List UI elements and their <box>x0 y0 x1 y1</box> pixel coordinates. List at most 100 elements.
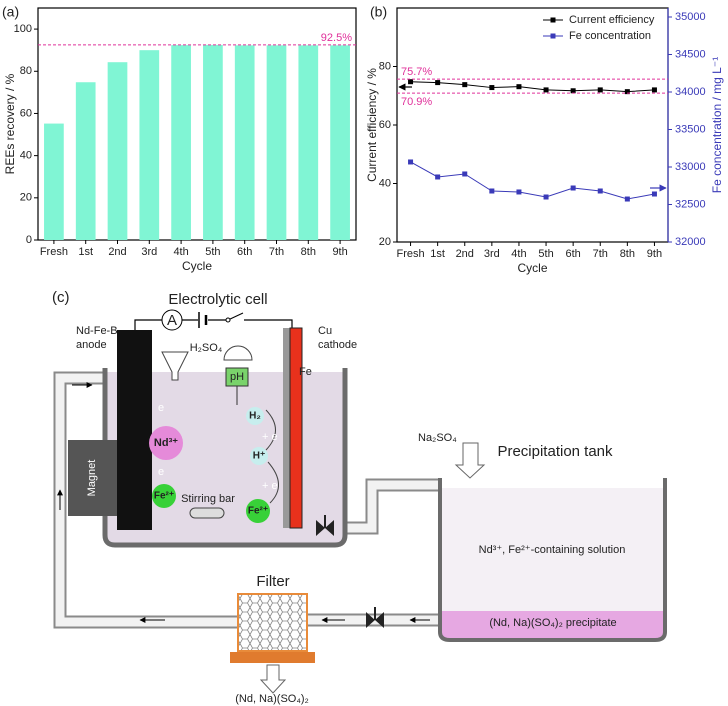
marker <box>435 174 441 180</box>
magnet <box>68 440 117 516</box>
x-tick-label: 9th <box>647 248 662 260</box>
y-tick-label: 100 <box>14 23 32 35</box>
y-tick-label: 0 <box>26 234 32 246</box>
ph-label: pH <box>230 371 244 383</box>
marker <box>462 82 468 88</box>
y-tick-label: 80 <box>379 60 391 72</box>
marker <box>489 85 495 91</box>
x-axis-label: Cycle <box>517 261 547 275</box>
y2-tick-label: 33500 <box>675 123 706 135</box>
marker <box>543 87 549 93</box>
x-tick-label: 2nd <box>108 246 126 258</box>
ammeter-label: A <box>167 312 177 329</box>
bar <box>298 45 319 241</box>
y-tick-label: 20 <box>379 236 391 248</box>
battery-gap <box>198 312 208 328</box>
y2-axis-label: Fe concentration / mg L⁻¹ <box>710 57 724 193</box>
marker <box>597 87 603 93</box>
y2-tick-label: 32500 <box>675 198 706 210</box>
ion-label: H₂ <box>249 411 261 422</box>
anode-label: Nd-Fe-B <box>76 325 118 337</box>
marker <box>543 194 549 200</box>
x-tick-label: 5th <box>205 246 220 258</box>
series-line <box>410 81 655 93</box>
ion <box>149 426 183 460</box>
fe-label: Fe <box>299 366 312 378</box>
x-tick-label: Fresh <box>40 246 68 258</box>
x-tick-label: 3rd <box>484 248 500 260</box>
series-line <box>410 161 655 200</box>
x-tick-label: 4th <box>173 246 188 258</box>
acid-label: H₂SO₄ <box>190 342 223 354</box>
cathode-holder <box>283 328 290 528</box>
cathode-label: cathode <box>318 339 357 351</box>
marker <box>597 188 603 194</box>
x-axis-label: Cycle <box>182 259 212 273</box>
x-tick-label: 7th <box>593 248 608 260</box>
filter-label: Filter <box>256 573 289 590</box>
ion-label: H⁺ <box>253 451 266 462</box>
x-tick-label: 6th <box>237 246 252 258</box>
marker <box>624 89 630 95</box>
reference-label: 92.5% <box>321 32 352 44</box>
y-axis-label: REEs recovery / % <box>3 73 17 174</box>
x-tick-label: 2nd <box>456 248 474 260</box>
y2-tick-label: 32000 <box>675 236 706 248</box>
cell-title: Electrolytic cell <box>168 291 267 308</box>
x-tick-label: 8th <box>620 248 635 260</box>
circuit-wire <box>134 319 293 332</box>
marker <box>408 159 414 165</box>
y-axis-label: Current efficiency / % <box>365 68 379 182</box>
x-tick-label: Fresh <box>396 248 424 260</box>
x-tick-label: 1st <box>78 246 93 258</box>
ph-gauge <box>223 345 253 361</box>
bar <box>44 123 64 240</box>
stirring-bar <box>189 507 225 519</box>
salt-label: Na₂SO₄ <box>418 432 457 444</box>
cathode <box>289 327 303 529</box>
ion <box>250 447 268 465</box>
product-label: (Nd, Na)(SO₄)₂ <box>235 693 309 705</box>
anode <box>117 330 152 530</box>
panel-label: (b) <box>370 4 387 20</box>
cell-tank <box>102 368 348 548</box>
marker <box>408 79 414 85</box>
marker <box>516 84 522 90</box>
legend-marker <box>550 33 556 39</box>
bar <box>330 45 350 241</box>
bar <box>75 82 96 241</box>
bar <box>234 45 255 241</box>
panel-label: (a) <box>2 4 19 20</box>
legend-label: Fe concentration <box>569 30 651 42</box>
x-tick-label: 3rd <box>141 246 157 258</box>
funnel <box>161 351 189 381</box>
y2-tick-label: 34000 <box>675 86 706 98</box>
ion-label: Nd³⁺ <box>154 437 178 449</box>
plot-frame <box>396 7 669 243</box>
marker <box>516 189 522 195</box>
reference-label: 75.7% <box>401 66 432 78</box>
filter <box>237 593 308 652</box>
electron-label: e <box>158 466 164 478</box>
marker <box>624 196 630 202</box>
reaction-arrow <box>265 409 279 504</box>
pipe <box>345 480 440 533</box>
ion <box>246 499 270 523</box>
electron-label: + e <box>262 431 278 443</box>
y-tick-label: 80 <box>20 65 32 77</box>
y2-tick-label: 33000 <box>675 161 706 173</box>
diagram: (c) Electrolytic cell A Nd-Fe-B anode Cu… <box>52 289 667 705</box>
marker <box>651 191 657 197</box>
x-tick-label: 9th <box>332 246 347 258</box>
bar <box>171 45 191 241</box>
marker <box>570 185 576 191</box>
panel-label: (c) <box>52 289 70 306</box>
magnet-label: Magnet <box>86 460 98 497</box>
marker <box>570 88 576 94</box>
precipitate-label: (Nd, Na)(SO₄)₂ precipitate <box>489 617 616 629</box>
tank-title: Precipitation tank <box>497 443 613 460</box>
marker <box>462 171 468 177</box>
y-tick-label: 60 <box>379 119 391 131</box>
precipitation-tank <box>438 478 667 642</box>
